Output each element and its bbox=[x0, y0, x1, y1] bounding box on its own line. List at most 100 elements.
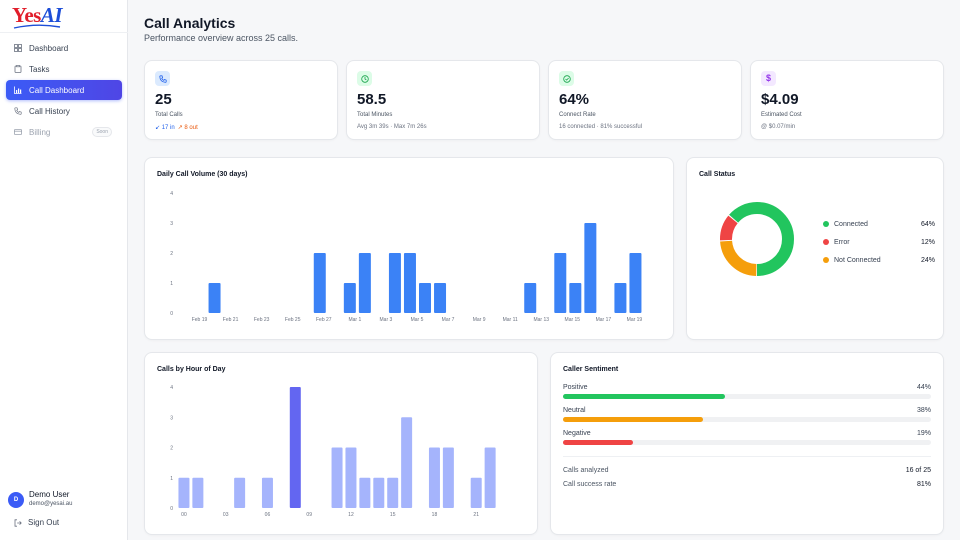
y-tick-label: 4 bbox=[170, 191, 173, 197]
stat-label: Total Minutes bbox=[357, 112, 393, 118]
y-tick-label: 0 bbox=[170, 311, 173, 317]
bar bbox=[434, 283, 447, 313]
sign-out-button[interactable]: Sign Out bbox=[14, 518, 59, 527]
x-tick-label: Mar 1 bbox=[348, 317, 361, 323]
sidebar-item-label: Billing bbox=[29, 127, 51, 137]
x-tick-label: Feb 23 bbox=[254, 317, 270, 323]
sentiment-track bbox=[563, 417, 931, 422]
x-tick-label: Mar 9 bbox=[473, 317, 486, 323]
bar bbox=[484, 447, 496, 508]
chart-title: Calls by Hour of Day bbox=[157, 366, 226, 373]
outgoing-call-icon: ↗ bbox=[177, 125, 183, 131]
clock-icon bbox=[357, 71, 372, 86]
sentiment-row-negative: Negative 19% bbox=[563, 430, 931, 445]
stat-value: $4.09 bbox=[761, 91, 799, 108]
x-tick-label: Mar 15 bbox=[565, 317, 581, 323]
bar bbox=[442, 447, 454, 508]
calls-in: 17 in bbox=[161, 125, 175, 131]
stat-value: 58.5 bbox=[357, 91, 387, 108]
sidebar-item-dashboard[interactable]: Dashboard bbox=[6, 38, 122, 58]
bar bbox=[419, 283, 431, 313]
daily-call-volume-chart: 0 1 2 3 4 Feb 19 Feb 21 Feb 23 Feb 25 Feb 27 Mar 1… bbox=[170, 191, 643, 323]
bar bbox=[359, 477, 371, 508]
x-tick-label: Mar 7 bbox=[442, 317, 455, 323]
legend-item-connected: Connected 64% bbox=[823, 215, 935, 233]
sentiment-bar bbox=[563, 394, 725, 399]
x-tick-label: Feb 25 bbox=[285, 317, 301, 323]
call-status-card: Call Status Connected 64% Error 12% Not … bbox=[686, 157, 944, 340]
logo-swoosh-icon bbox=[13, 24, 61, 29]
sentiment-value: 19% bbox=[916, 430, 931, 437]
stat-card-estimated-cost: $ $4.09 Estimated Cost @ $0.07/min bbox=[750, 60, 944, 140]
x-tick-label: Feb 19 bbox=[192, 317, 208, 323]
legend-value: 12% bbox=[920, 238, 935, 246]
bar bbox=[584, 223, 597, 313]
x-tick-label: 15 bbox=[390, 512, 396, 518]
stat-label: Total Calls bbox=[155, 112, 183, 118]
bar bbox=[234, 477, 246, 508]
bar bbox=[331, 447, 343, 508]
x-tick-label: Mar 5 bbox=[411, 317, 424, 323]
sign-out-icon bbox=[14, 518, 22, 527]
bar bbox=[313, 253, 326, 313]
stat-subtext: ↙ 17 in ↗ 8 out bbox=[155, 124, 198, 131]
sidebar-item-label: Tasks bbox=[29, 64, 50, 74]
card-title: Caller Sentiment bbox=[563, 366, 619, 373]
legend-value: 64% bbox=[920, 220, 935, 228]
legend-dot bbox=[823, 257, 829, 263]
brand-yes: Yes bbox=[12, 3, 41, 27]
stat-label: Connect Rate bbox=[559, 112, 596, 118]
calls-analyzed-stat: Calls analyzed 16 of 25 bbox=[563, 467, 931, 474]
chart-title: Daily Call Volume (30 days) bbox=[157, 171, 248, 178]
user-email: demo@yesai.au bbox=[29, 501, 73, 507]
stat-label: Estimated Cost bbox=[761, 112, 802, 118]
stat-label: Call success rate bbox=[563, 481, 617, 488]
stat-card-total-calls: 25 Total Calls ↙ 17 in ↗ 8 out bbox=[144, 60, 338, 140]
call-success-rate-stat: Call success rate 81% bbox=[563, 481, 931, 488]
divider bbox=[563, 456, 931, 457]
sign-out-label: Sign Out bbox=[28, 518, 60, 527]
stat-value: 64% bbox=[559, 91, 590, 108]
page-title: Call Analytics bbox=[144, 15, 236, 31]
daily-call-volume-card: Daily Call Volume (30 days) 0 1 2 3 4 Feb 19 F… bbox=[144, 157, 674, 340]
legend-dot bbox=[823, 239, 829, 245]
sidebar-item-tasks[interactable]: Tasks bbox=[6, 59, 122, 79]
sentiment-bar bbox=[563, 417, 703, 422]
donut-slice bbox=[720, 202, 794, 276]
bar bbox=[554, 253, 567, 313]
x-tick-label: 21 bbox=[473, 512, 479, 518]
legend-value: 24% bbox=[920, 256, 935, 264]
bar bbox=[178, 477, 190, 508]
bar bbox=[428, 447, 440, 508]
x-tick-label: Mar 19 bbox=[627, 317, 643, 323]
x-tick-label: Mar 17 bbox=[596, 317, 612, 323]
dollar-icon: $ bbox=[761, 71, 776, 86]
legend-dot bbox=[823, 221, 829, 227]
legend-label: Not Connected bbox=[834, 256, 881, 264]
sidebar-item-call-dashboard[interactable]: Call Dashboard bbox=[6, 80, 122, 100]
user-name: Demo User bbox=[29, 490, 70, 499]
page-subtitle: Performance overview across 25 calls. bbox=[144, 33, 299, 43]
sidebar-item-call-history[interactable]: Call History bbox=[6, 101, 122, 121]
sentiment-row-positive: Positive 44% bbox=[563, 384, 931, 399]
user-profile[interactable]: D Demo User demo@yesai.au bbox=[8, 490, 72, 509]
legend-label: Connected bbox=[834, 220, 868, 228]
brand-logo[interactable]: YesAI bbox=[12, 3, 63, 27]
bar-chart-icon bbox=[14, 86, 22, 94]
sentiment-track bbox=[563, 440, 931, 445]
avatar: D bbox=[8, 491, 24, 508]
x-tick-label: 03 bbox=[223, 512, 229, 518]
sidebar-item-billing[interactable]: Billing Soon bbox=[6, 122, 122, 142]
chart-title: Call Status bbox=[699, 171, 736, 178]
stat-card-connect-rate: 64% Connect Rate 16 connected · 81% succ… bbox=[548, 60, 742, 140]
bar bbox=[388, 253, 401, 313]
y-tick-label: 2 bbox=[170, 446, 173, 452]
sentiment-row-neutral: Neutral 38% bbox=[563, 407, 931, 422]
calls-by-hour-card: Calls by Hour of Day 0 1 2 3 4 00 03 06 09 12 15 18… bbox=[144, 352, 538, 535]
bar bbox=[614, 283, 627, 313]
x-tick-label: Mar 11 bbox=[503, 317, 518, 323]
stat-value: 25 bbox=[155, 91, 172, 108]
caller-sentiment-card: Caller Sentiment Positive 44% Neutral 38% … bbox=[550, 352, 944, 535]
bar bbox=[289, 387, 301, 508]
